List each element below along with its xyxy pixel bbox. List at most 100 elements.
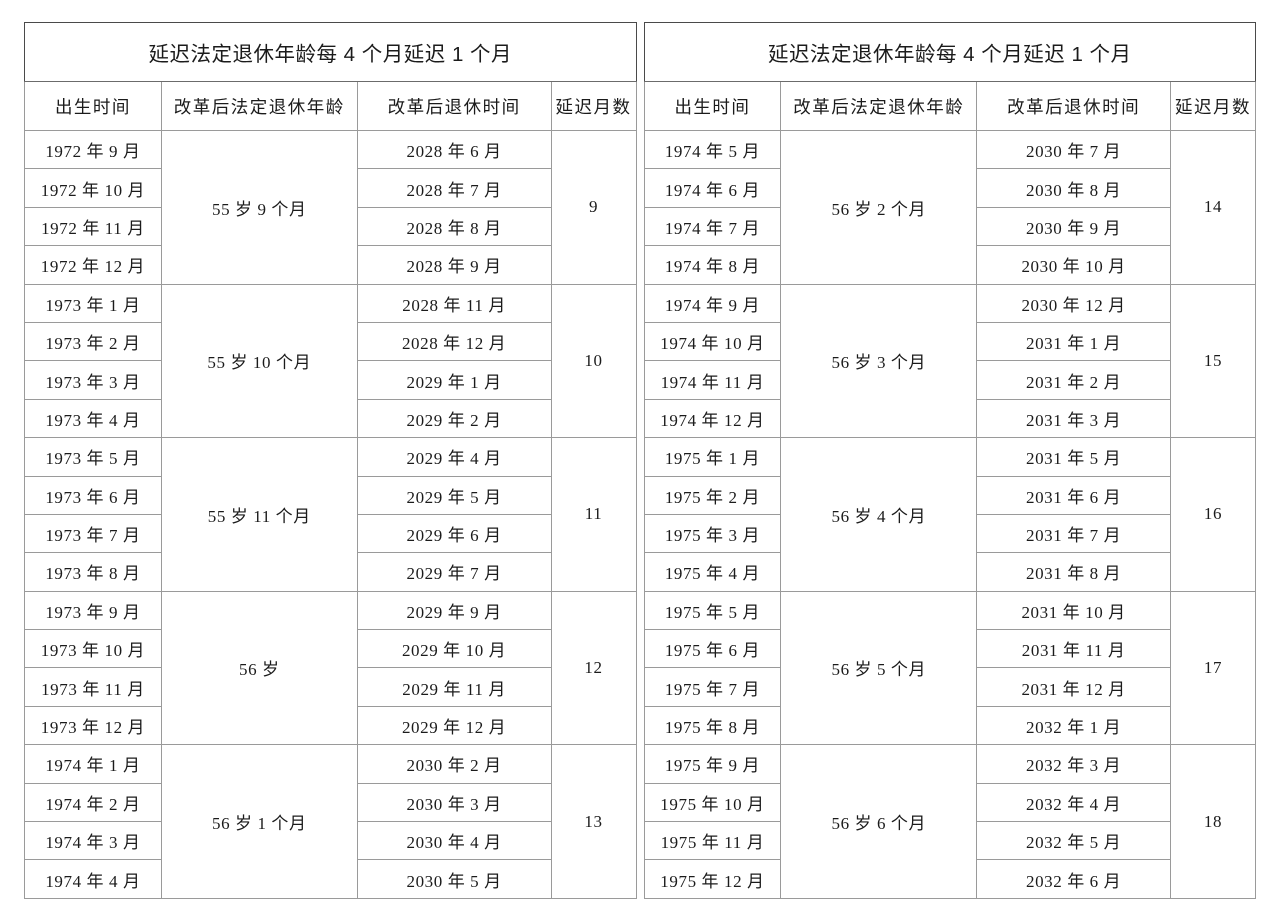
table-row: 1975 年 4 月 2031 年 8 月: [643, 552, 1256, 592]
cell-birth-date: 1974 年 6 月: [643, 168, 782, 208]
cell-birth-date: 1975 年 10 月: [643, 782, 782, 823]
cell-retirement-age: 55 岁 11 个月: [160, 437, 358, 592]
cell-retire-date: 2032 年 1 月: [976, 705, 1172, 746]
cell-retire-date: 2029 年 2 月: [356, 398, 552, 439]
cell-birth-date: 1975 年 6 月: [643, 629, 782, 669]
cell-retire-date: 2031 年 6 月: [976, 475, 1172, 515]
table-row: 1973 年 2 月 2028 年 12 月: [24, 321, 637, 362]
table-row: 1973 年 12 月 2029 年 12 月: [24, 705, 637, 746]
cell-retire-date: 2031 年 10 月: [976, 590, 1172, 631]
cell-retire-date: 2028 年 6 月: [356, 129, 552, 170]
cell-retirement-age: 56 岁 6 个月: [780, 744, 978, 899]
cell-retire-date: 2030 年 4 月: [356, 821, 552, 861]
column-header-delay-months: 延迟月数: [1170, 81, 1256, 131]
table-header-row: 出生时间 改革后法定退休年龄 改革后退休时间 延迟月数: [643, 81, 1256, 131]
cell-delay-months: 14: [1170, 130, 1256, 285]
cell-retire-date: 2030 年 5 月: [356, 859, 552, 899]
table-left: 延迟法定退休年龄每 4 个月延迟 1 个月 出生时间 改革后法定退休年龄 改革后退休时…: [24, 22, 637, 899]
cell-birth-date: 1974 年 4 月: [24, 859, 162, 899]
cell-retire-date: 2029 年 10 月: [356, 629, 552, 669]
cell-delay-months: 16: [1170, 437, 1256, 592]
cell-birth-date: 1975 年 12 月: [643, 859, 782, 899]
table-row: 1975 年 9 月 56 岁 6 个月 2032 年 3 月 18: [643, 744, 1256, 899]
cell-birth-date: 1974 年 9 月: [643, 283, 782, 323]
cell-birth-date: 1973 年 4 月: [24, 398, 162, 439]
cell-birth-date: 1973 年 6 月: [24, 475, 162, 515]
cell-birth-date: 1974 年 11 月: [643, 360, 782, 400]
column-header-retire-date: 改革后退休时间: [976, 81, 1172, 131]
cell-delay-months: 12: [550, 590, 637, 746]
cell-birth-date: 1972 年 12 月: [24, 245, 162, 285]
cell-retirement-age: 56 岁 2 个月: [780, 130, 978, 285]
cell-birth-date: 1975 年 9 月: [643, 744, 782, 784]
cell-retire-date: 2030 年 8 月: [976, 168, 1172, 208]
table-row: 1975 年 1 月 56 岁 4 个月 2031 年 5 月 16: [643, 437, 1256, 592]
cell-birth-date: 1973 年 9 月: [24, 590, 162, 631]
cell-birth-date: 1972 年 10 月: [24, 168, 162, 208]
cell-retire-date: 2030 年 3 月: [356, 782, 552, 823]
table-row: 1974 年 11 月 2031 年 2 月: [643, 360, 1256, 400]
cell-birth-date: 1974 年 2 月: [24, 782, 162, 823]
table-row: 1974 年 1 月 56 岁 1 个月 2030 年 2 月 13: [24, 744, 637, 899]
cell-birth-date: 1975 年 11 月: [643, 821, 782, 861]
cell-birth-date: 1973 年 12 月: [24, 705, 162, 746]
cell-retire-date: 2031 年 1 月: [976, 321, 1172, 362]
cell-delay-months: 13: [550, 744, 637, 899]
cell-birth-date: 1975 年 5 月: [643, 590, 782, 631]
cell-delay-months: 15: [1170, 283, 1256, 439]
cell-retire-date: 2030 年 7 月: [976, 129, 1172, 170]
table-row: 1974 年 4 月 2030 年 5 月: [24, 859, 637, 899]
table-header-row: 出生时间 改革后法定退休年龄 改革后退休时间 延迟月数: [24, 81, 637, 131]
cell-retire-date: 2031 年 2 月: [976, 360, 1172, 400]
cell-retire-date: 2029 年 6 月: [356, 513, 552, 554]
table-row: 1973 年 7 月 2029 年 6 月: [24, 513, 637, 554]
table-right: 延迟法定退休年龄每 4 个月延迟 1 个月 出生时间 改革后法定退休年龄 改革后退休时…: [643, 22, 1256, 899]
cell-birth-date: 1973 年 1 月: [24, 283, 162, 323]
cell-retirement-age: 56 岁 5 个月: [780, 590, 978, 746]
cell-retire-date: 2032 年 5 月: [976, 821, 1172, 861]
cell-retire-date: 2031 年 12 月: [976, 667, 1172, 707]
cell-delay-months: 10: [550, 283, 637, 439]
cell-birth-date: 1974 年 8 月: [643, 245, 782, 285]
table-title-row: 延迟法定退休年龄每 4 个月延迟 1 个月: [24, 22, 636, 82]
table-row: 1973 年 3 月 2029 年 1 月: [24, 360, 637, 400]
cell-retirement-age: 56 岁 3 个月: [780, 283, 978, 439]
cell-retirement-age: 56 岁: [160, 590, 358, 746]
table-row: 1973 年 6 月 2029 年 5 月: [24, 475, 637, 515]
cell-birth-date: 1973 年 10 月: [24, 629, 162, 669]
cell-retire-date: 2028 年 8 月: [356, 206, 552, 247]
cell-birth-date: 1975 年 4 月: [643, 552, 782, 592]
cell-retire-date: 2031 年 8 月: [976, 552, 1172, 592]
table-row: 1973 年 11 月 2029 年 11 月: [24, 667, 637, 707]
cell-retire-date: 2031 年 7 月: [976, 513, 1172, 554]
column-header-retire-date: 改革后退休时间: [356, 81, 552, 131]
table-row: 1973 年 10 月 2029 年 10 月: [24, 629, 637, 669]
cell-birth-date: 1973 年 8 月: [24, 552, 162, 592]
cell-retire-date: 2029 年 11 月: [356, 667, 552, 707]
cell-birth-date: 1974 年 3 月: [24, 821, 162, 861]
table-row: 1974 年 5 月 56 岁 2 个月 2030 年 7 月 14: [643, 129, 1256, 285]
cell-birth-date: 1975 年 7 月: [643, 667, 782, 707]
cell-retire-date: 2029 年 5 月: [356, 475, 552, 515]
cell-birth-date: 1973 年 7 月: [24, 513, 162, 554]
table-title-row: 延迟法定退休年龄每 4 个月延迟 1 个月: [644, 22, 1256, 82]
cell-delay-months: 9: [550, 130, 637, 285]
cell-retire-date: 2029 年 1 月: [356, 360, 552, 400]
cell-birth-date: 1974 年 7 月: [643, 206, 782, 247]
cell-birth-date: 1972 年 11 月: [24, 206, 162, 247]
table-row: 1973 年 1 月 55 岁 10 个月 2028 年 11 月 10: [24, 283, 637, 439]
cell-retire-date: 2029 年 7 月: [356, 552, 552, 592]
column-header-delay-months: 延迟月数: [550, 81, 637, 131]
table-row: 1974 年 12 月 2031 年 3 月: [643, 398, 1256, 439]
cell-retire-date: 2028 年 7 月: [356, 168, 552, 208]
cell-retire-date: 2030 年 10 月: [976, 245, 1172, 285]
column-header-birth: 出生时间: [643, 81, 782, 131]
cell-retirement-age: 56 岁 1 个月: [160, 744, 358, 899]
table-row: 1974 年 10 月 2031 年 1 月: [643, 321, 1256, 362]
table-row: 1974 年 2 月 2030 年 3 月: [24, 782, 637, 823]
cell-birth-date: 1974 年 1 月: [24, 744, 162, 784]
retirement-tables-container: 延迟法定退休年龄每 4 个月延迟 1 个月 出生时间 改革后法定退休年龄 改革后退休时…: [24, 22, 1256, 899]
table-title: 延迟法定退休年龄每 4 个月延迟 1 个月: [24, 22, 636, 82]
